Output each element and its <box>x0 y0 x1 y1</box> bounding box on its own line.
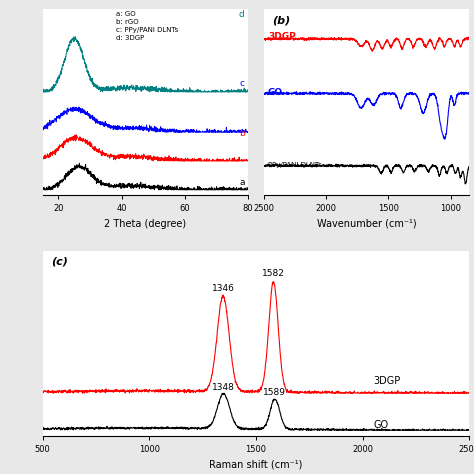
Text: (c): (c) <box>51 256 68 266</box>
X-axis label: Wavenumber (cm⁻¹): Wavenumber (cm⁻¹) <box>317 219 417 228</box>
Text: 1346: 1346 <box>212 284 235 293</box>
Text: c: c <box>239 79 245 88</box>
Text: 3DGP: 3DGP <box>268 32 296 41</box>
Text: b: b <box>239 129 245 138</box>
Text: 3DGP: 3DGP <box>374 376 401 386</box>
Text: 1582: 1582 <box>262 269 285 278</box>
X-axis label: 2 Theta (degree): 2 Theta (degree) <box>104 219 186 228</box>
X-axis label: Raman shift (cm⁻¹): Raman shift (cm⁻¹) <box>210 460 302 470</box>
Text: d: d <box>239 10 245 19</box>
Text: (b): (b) <box>273 15 291 25</box>
Text: 1348: 1348 <box>212 383 235 392</box>
Text: PPy/PANI DLNTs: PPy/PANI DLNTs <box>268 162 322 168</box>
Text: GO: GO <box>374 420 388 430</box>
Text: 1589: 1589 <box>264 388 286 397</box>
Text: a: a <box>239 178 245 187</box>
Text: GO: GO <box>268 88 283 97</box>
Text: a: GO
b: rGO
c: PPy/PANI DLNTs
d: 3DGP: a: GO b: rGO c: PPy/PANI DLNTs d: 3DGP <box>117 11 179 41</box>
